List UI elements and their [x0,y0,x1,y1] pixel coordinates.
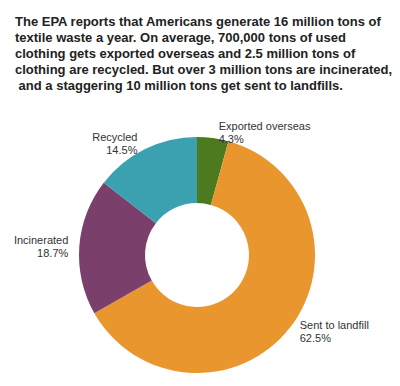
svg-text:Incinerated: Incinerated [14,234,68,246]
svg-text:Sent to landfill: Sent to landfill [300,319,369,331]
svg-text:clothing gets exported oversea: clothing gets exported overseas and 2.5 … [15,46,359,61]
svg-text:and a staggering 10 million to: and a staggering 10 million tons get sen… [15,78,343,93]
svg-text:textile waste a year. On avera: textile waste a year. On average, 700,00… [15,30,350,45]
svg-text:4.3%: 4.3% [219,133,244,145]
svg-text:The EPA reports that Americans: The EPA reports that Americans generate … [15,14,384,29]
svg-text:14.5%: 14.5% [106,144,137,156]
svg-text:clothing are recycled. But ove: clothing are recycled. But over 3 millio… [15,62,392,77]
svg-text:18.7%: 18.7% [37,247,68,259]
svg-text:Exported overseas: Exported overseas [219,120,311,132]
svg-text:Recycled: Recycled [92,131,137,143]
svg-text:62.5%: 62.5% [300,332,331,344]
